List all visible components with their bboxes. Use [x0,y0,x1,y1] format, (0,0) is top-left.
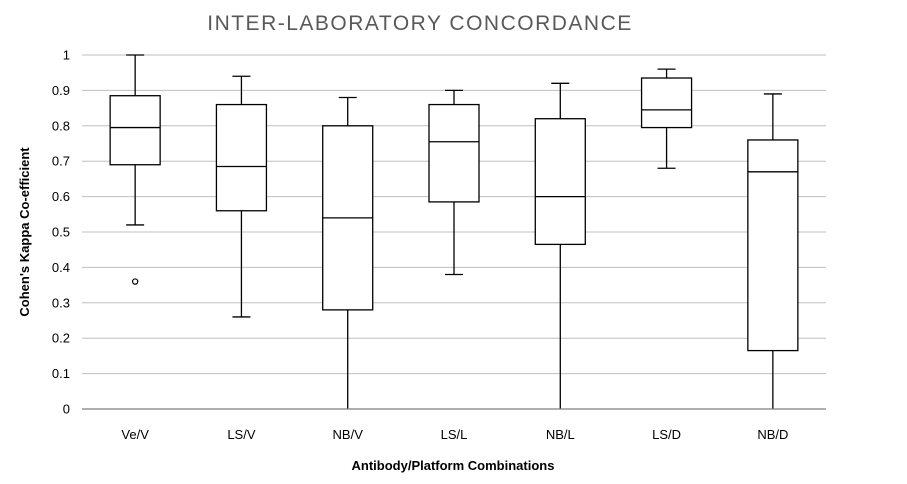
box-ve-v [109,54,161,285]
iqr-box [109,95,161,166]
x-tick-label: LS/D [652,427,681,442]
y-tick-labels: 0 0.1 0.2 0.3 0.4 0.5 0.6 0.7 0.8 0.9 1 [52,48,70,417]
y-tick-label: 0.9 [52,83,70,98]
box-ls-d [640,68,693,169]
y-tick-label: 0.8 [52,118,70,133]
box-nb-v [322,96,374,409]
y-tick-label: 0.1 [52,366,70,381]
x-tick-label: Ve/V [121,427,149,442]
chart-title: INTER-LABORATORY CONCORDANCE [207,12,633,35]
y-tick-label: 0.2 [52,331,70,346]
iqr-box [640,77,693,129]
box-nb-l [534,82,586,409]
box-ls-v [215,75,268,318]
iqr-box [428,103,480,203]
x-tick-label: NB/V [333,427,364,442]
x-tick-label: LS/V [227,427,256,442]
y-tick-label: 0.6 [52,189,70,204]
outlier-point [131,278,139,285]
y-tick-label: 0.3 [52,295,70,310]
x-tick-label: NB/D [757,427,788,442]
x-tick-label: NB/L [546,427,575,442]
y-tick-label: 0.4 [52,260,70,275]
x-axis-label: Antibody/Platform Combinations [352,458,555,473]
y-tick-label: 1 [63,48,70,63]
iqr-box [534,118,586,246]
boxes [109,54,799,409]
x-tick-label: LS/L [441,427,468,442]
iqr-box [215,103,268,212]
box-nb-d [747,93,799,409]
y-tick-label: 0.5 [52,225,70,240]
box-ls-l [428,89,480,276]
y-tick-label: 0 [63,402,70,417]
y-axis-label: Cohen's Kappa Co-efficient [17,147,32,317]
iqr-box [747,139,799,352]
y-tick-label: 0.7 [52,154,70,169]
x-tick-labels: Ve/V LS/V NB/V LS/L NB/L LS/D NB/D [121,427,788,442]
